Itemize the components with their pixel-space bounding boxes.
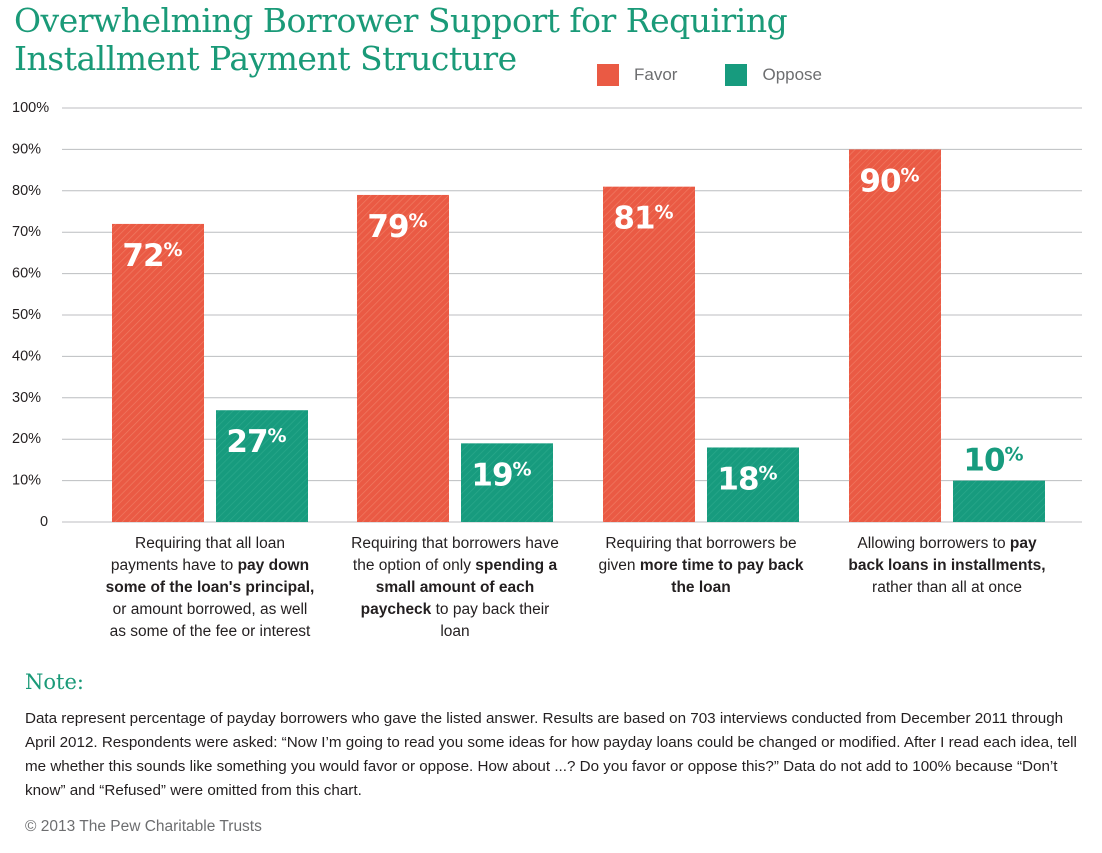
bar-favor-4 [849,149,941,522]
bar-favor-3 [603,186,695,522]
category-label-1: Requiring that all loan payments have to… [105,535,315,640]
y-tick-label: 90% [12,141,41,157]
legend-swatch-favor [597,64,619,86]
bar-chart: 0 10% 20% 30% 40% 50% 60% 70% 80% 90% 100% 72% 79% 8… [12,100,1082,530]
y-tick-label: 20% [12,431,41,447]
y-tick-label: 70% [12,224,41,240]
legend-item-favor: Favor [597,64,677,86]
chart-title: Overwhelming Borrower Support for Requir… [14,1,788,78]
legend-label-oppose: Oppose [762,65,823,84]
data-label-favor-4: 90% [859,163,919,199]
legend: Favor Oppose [597,64,870,86]
bar-oppose-4 [953,480,1045,522]
bar-oppose-2 [461,443,553,522]
bar-oppose-1 [216,410,308,522]
data-label-favor-2: 79% [367,209,427,245]
data-label-oppose-3: 18% [717,461,777,497]
y-tick-label: 50% [12,307,41,323]
data-label-oppose-1: 27% [226,424,286,460]
y-tick-label: 80% [12,183,41,199]
legend-label-favor: Favor [634,65,678,84]
y-tick-label: 10% [12,473,41,489]
y-tick-label: 0 [40,514,48,530]
y-tick-label: 30% [12,390,41,406]
bar-oppose-3 [707,447,799,522]
y-tick-label: 100% [12,100,49,116]
bars [112,149,1045,523]
data-label-favor-3: 81% [613,201,673,237]
y-tick-label: 40% [12,348,41,364]
bar-labels: 72% 79% 81% 90% 27% 19% 18% 10% [122,163,1024,497]
copyright: © 2013 The Pew Charitable Trusts [25,818,262,835]
bar-favor-1 [112,223,204,523]
note-heading: Note: [25,670,84,694]
y-axis-ticks: 0 10% 20% 30% 40% 50% 60% 70% 80% 90% 100% [12,100,49,530]
legend-swatch-oppose [725,64,748,86]
y-tick-label: 60% [12,266,41,282]
data-label-oppose-4: 10% [963,443,1023,479]
data-label-favor-1: 72% [122,238,182,274]
category-label-2: Requiring that borrowers have the option… [351,535,559,640]
data-label-oppose-2: 19% [471,457,531,493]
legend-item-oppose: Oppose [725,64,822,86]
bar-favor-2 [357,194,449,522]
category-label-4: Allowing borrowers to pay back loans in … [848,535,1046,596]
note-text: Data represent percentage of payday borr… [25,710,1077,799]
category-label-3: Requiring that borrowers be given more t… [598,535,804,596]
